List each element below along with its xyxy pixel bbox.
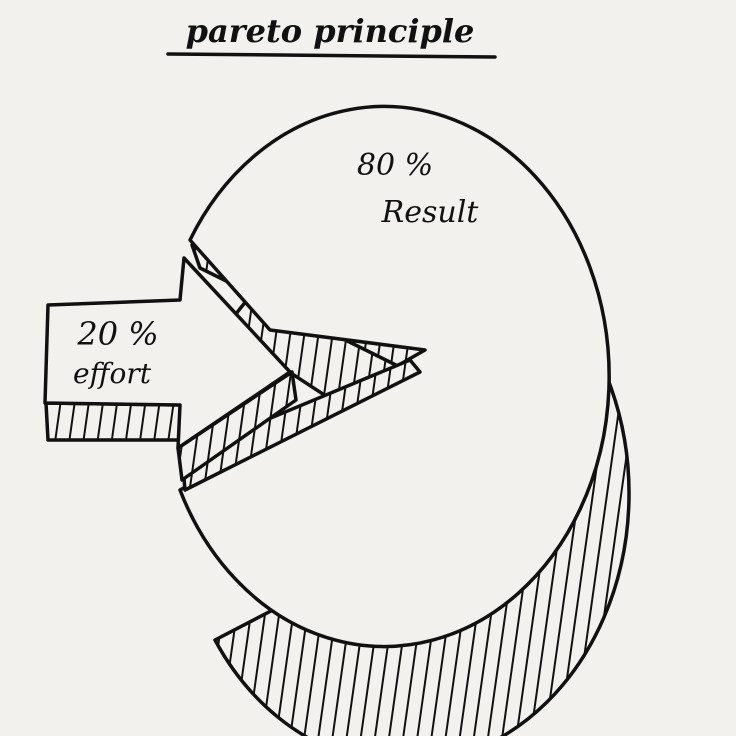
arrow bbox=[43, 256, 292, 450]
minor-label: effort bbox=[73, 357, 152, 390]
major-percent: 80 % bbox=[357, 148, 433, 183]
arrow-side bbox=[44, 401, 184, 442]
title: pareto principle bbox=[186, 12, 475, 50]
minor-percent: 20 % bbox=[76, 315, 158, 353]
title-underline bbox=[166, 52, 497, 59]
major-label: Result bbox=[381, 195, 480, 230]
